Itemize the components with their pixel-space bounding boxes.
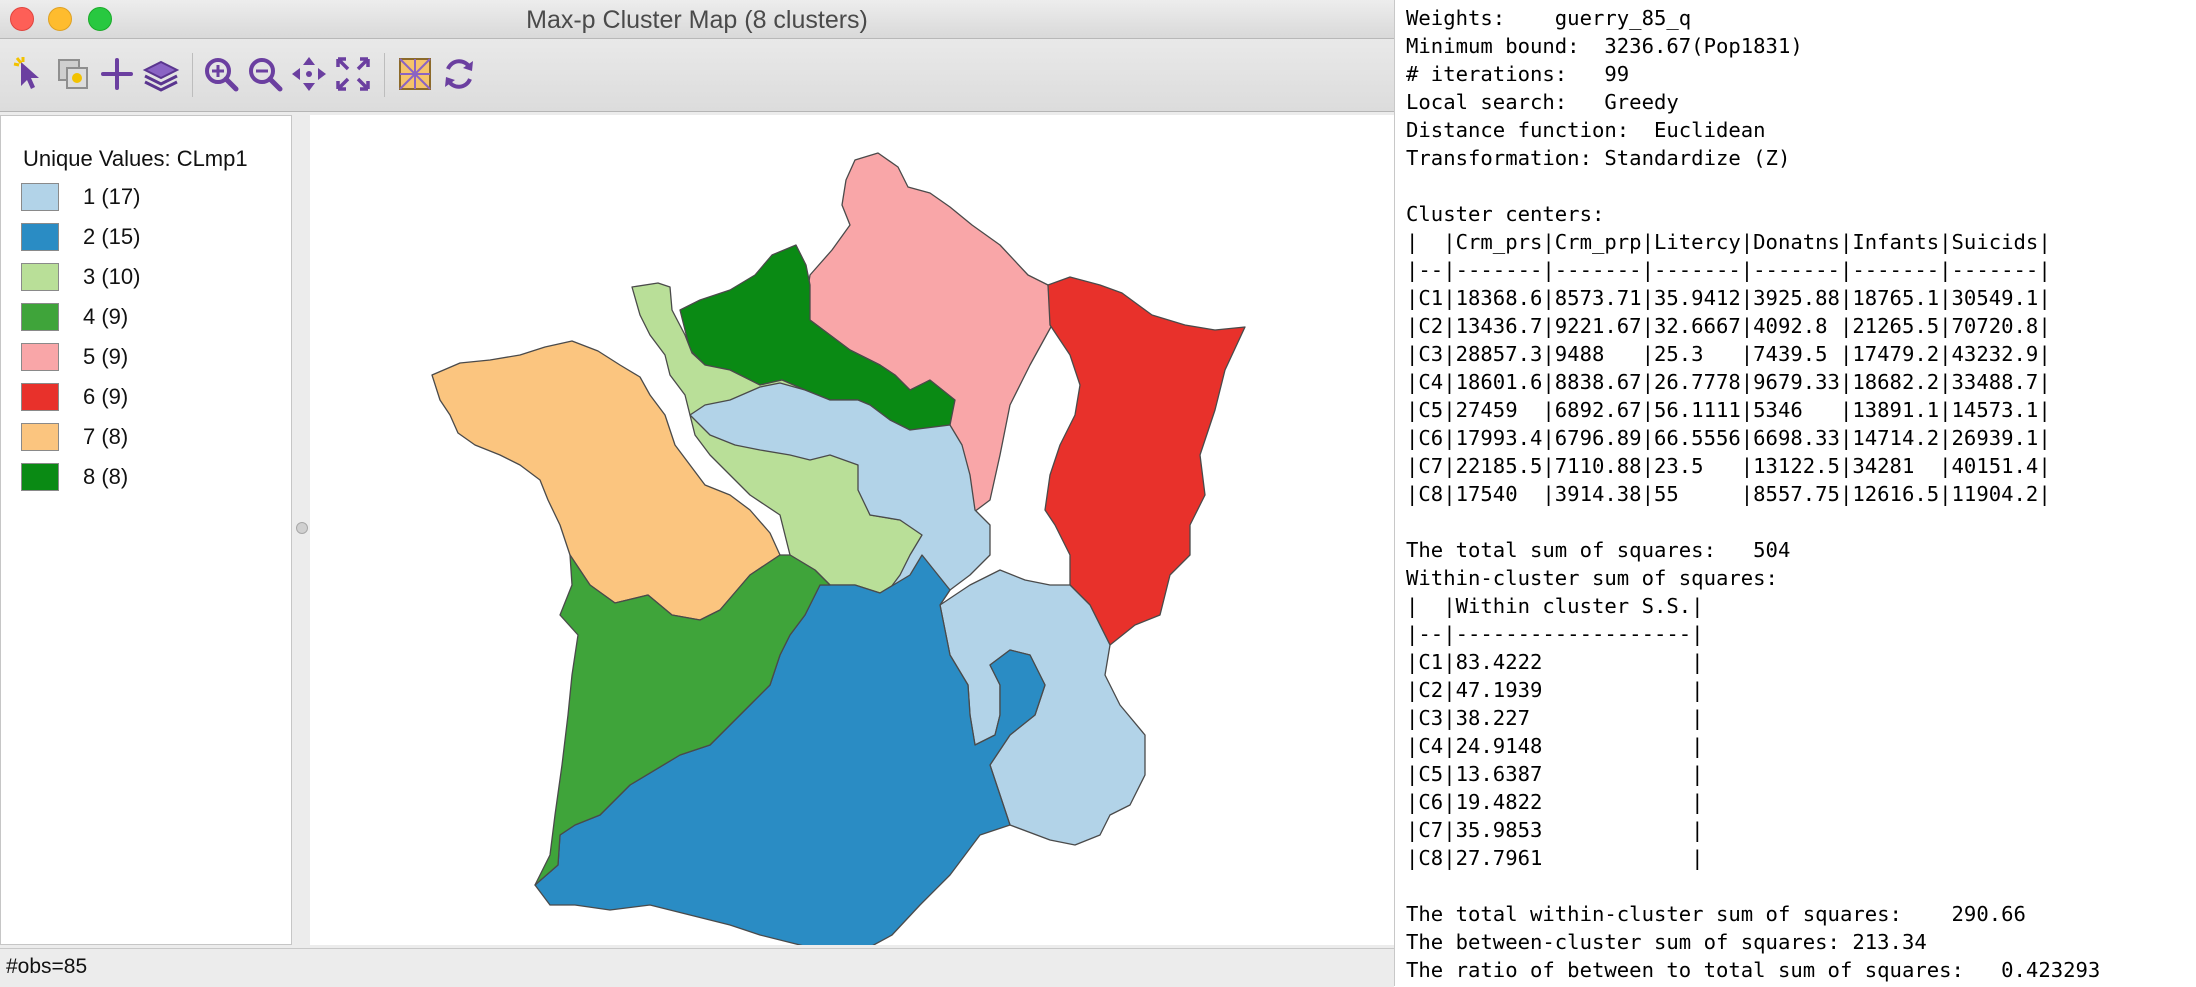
summary-line: |C6|19.4822 | <box>1406 790 1704 814</box>
minimize-window-button[interactable] <box>48 7 72 31</box>
basemap-icon <box>399 58 431 90</box>
select-pointer-icon <box>13 57 39 89</box>
zoom-in-button[interactable] <box>198 51 244 97</box>
summary-line: Transformation: Standardize (Z) <box>1406 146 1791 170</box>
close-window-button[interactable] <box>10 7 34 31</box>
summary-line: Within-cluster sum of squares: <box>1406 566 1778 590</box>
title-bar: Max-p Cluster Map (8 clusters) <box>0 0 1394 39</box>
summary-line: The between-cluster sum of squares: 213.… <box>1406 930 1927 954</box>
summary-line: Local search: Greedy <box>1406 90 1679 114</box>
legend-item[interactable]: 2 (15) <box>21 222 140 252</box>
legend-label: 6 (9) <box>83 384 129 409</box>
status-bar: #obs=85 <box>0 948 1394 987</box>
summary-line: |C1|83.4222 | <box>1406 650 1704 674</box>
legend-swatch <box>21 263 59 291</box>
cluster-4-region[interactable] <box>534 554 831 886</box>
refresh-button[interactable] <box>436 51 482 97</box>
legend-swatch <box>21 463 59 491</box>
legend-title: Unique Values: CLmp1 <box>23 146 248 171</box>
summary-text: Weights: guerry_85_q Minimum bound: 3236.… <box>1396 0 2196 984</box>
pan-button[interactable] <box>286 51 332 97</box>
legend-item[interactable]: 5 (9) <box>21 342 128 372</box>
legend-panel: Unique Values: CLmp1 1 (17) 2 (15) 3 (10… <box>0 115 292 945</box>
full-extent-button[interactable] <box>330 51 376 97</box>
layers-button[interactable] <box>138 51 184 97</box>
select-tool-button[interactable] <box>6 51 52 97</box>
refresh-icon <box>445 59 473 89</box>
layers-icon <box>142 60 180 92</box>
summary-line: |C1|18368.6|8573.71|35.9412|3925.88|1876… <box>1406 286 2051 310</box>
legend-item[interactable]: 8 (8) <box>21 462 128 492</box>
legend-label: 4 (9) <box>83 304 129 329</box>
legend-item[interactable]: 6 (9) <box>21 382 128 412</box>
summary-line: |C7|35.9853 | <box>1406 818 1704 842</box>
cluster-6-region[interactable] <box>1044 276 1246 646</box>
legend-swatch <box>21 423 59 451</box>
summary-line <box>1406 172 2196 200</box>
toolbar-separator <box>192 53 193 97</box>
legend-swatch <box>21 383 59 411</box>
copy-map-icon <box>58 59 88 89</box>
summary-line: |C2|47.1939 | <box>1406 678 1704 702</box>
observation-count: #obs=85 <box>6 955 88 978</box>
legend-swatch <box>21 223 59 251</box>
summary-line <box>1406 872 2196 900</box>
summary-line: | |Within cluster S.S.| <box>1406 594 1704 618</box>
legend-label: 1 (17) <box>83 184 141 209</box>
summary-line: |C5|13.6387 | <box>1406 762 1704 786</box>
maximize-window-button[interactable] <box>88 7 112 31</box>
summary-line: |C7|22185.5|7110.88|23.5 |13122.5|34281 … <box>1406 454 2051 478</box>
summary-line: |C6|17993.4|6796.89|66.5556|6698.33|1471… <box>1406 426 2051 450</box>
summary-line: The total sum of squares: 504 <box>1406 538 1791 562</box>
map-canvas[interactable] <box>310 115 1394 945</box>
summary-line: The ratio of between to total sum of squ… <box>1406 958 2101 982</box>
add-layer-button[interactable] <box>94 51 140 97</box>
window-title: Max-p Cluster Map (8 clusters) <box>526 6 868 34</box>
cluster-map[interactable] <box>310 115 1394 945</box>
copy-button[interactable] <box>50 51 96 97</box>
summary-line: |C2|13436.7|9221.67|32.6667|4092.8 |2126… <box>1406 314 2051 338</box>
summary-line: |C8|27.7961 | <box>1406 846 1704 870</box>
legend-label: 8 (8) <box>83 464 129 489</box>
legend-label: 7 (8) <box>83 424 129 449</box>
basemap-button[interactable] <box>392 51 438 97</box>
pan-icon <box>292 57 326 91</box>
map-window: Max-p Cluster Map (8 clusters) <box>0 0 1395 987</box>
legend-swatch <box>21 343 59 371</box>
summary-line: Minimum bound: 3236.67(Pop1831) <box>1406 34 1803 58</box>
full-extent-icon <box>336 57 370 91</box>
summary-line: |C3|38.227 | <box>1406 706 1704 730</box>
plus-icon <box>101 58 133 90</box>
summary-line: |C8|17540 |3914.38|55 |8557.75|12616.5|1… <box>1406 482 2051 506</box>
summary-line <box>1406 508 2196 536</box>
splitter-handle[interactable] <box>296 522 308 534</box>
summary-line: Cluster centers: <box>1406 202 1605 226</box>
legend-item[interactable]: 7 (8) <box>21 422 128 452</box>
zoom-out-icon <box>249 58 283 92</box>
summary-line: Distance function: Euclidean <box>1406 118 1766 142</box>
zoom-in-icon <box>205 58 239 92</box>
summary-line: |--|-------------------| <box>1406 622 1704 646</box>
summary-panel[interactable]: Weights: guerry_85_q Minimum bound: 3236.… <box>1396 0 2196 986</box>
legend-item[interactable]: 4 (9) <box>21 302 128 332</box>
legend-swatch <box>21 183 59 211</box>
zoom-out-button[interactable] <box>242 51 288 97</box>
summary-line: # iterations: 99 <box>1406 62 1630 86</box>
summary-line: |C4|18601.6|8838.67|26.7778|9679.33|1868… <box>1406 370 2051 394</box>
legend-label: 5 (9) <box>83 344 129 369</box>
summary-line: |C4|24.9148 | <box>1406 734 1704 758</box>
summary-line: Weights: guerry_85_q <box>1406 6 1692 30</box>
toolbar-separator <box>384 53 385 97</box>
summary-line: |C3|28857.3|9488 |25.3 |7439.5 |17479.2|… <box>1406 342 2051 366</box>
legend-item[interactable]: 3 (10) <box>21 262 140 292</box>
legend-item[interactable]: 1 (17) <box>21 182 140 212</box>
summary-line: | |Crm_prs|Crm_prp|Litercy|Donatns|Infan… <box>1406 230 2051 254</box>
legend-label: 2 (15) <box>83 224 141 249</box>
legend-swatch <box>21 303 59 331</box>
toolbar <box>0 39 1394 112</box>
summary-line: |--|-------|-------|-------|-------|----… <box>1406 258 2051 282</box>
summary-line: The total within-cluster sum of squares:… <box>1406 902 2026 926</box>
summary-line: |C5|27459 |6892.67|56.1111|5346 |13891.1… <box>1406 398 2051 422</box>
legend-label: 3 (10) <box>83 264 141 289</box>
